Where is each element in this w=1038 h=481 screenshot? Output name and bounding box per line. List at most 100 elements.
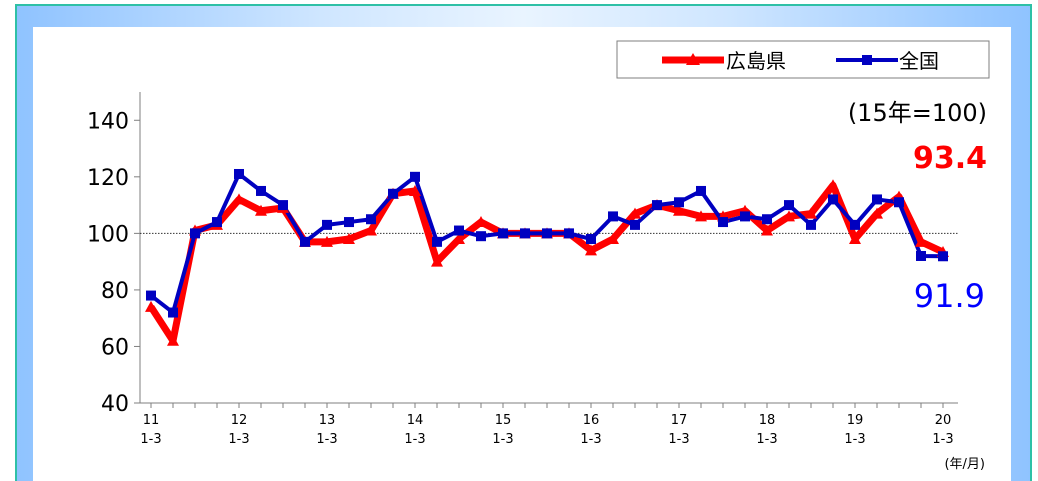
chart-panel — [33, 27, 1011, 481]
data-point-national — [564, 228, 574, 239]
x-tick-label-quarter: 1-3 — [316, 432, 337, 447]
y-tick-label: 60 — [101, 335, 129, 360]
data-point-national — [630, 219, 640, 230]
data-point-hiroshima — [409, 184, 421, 196]
data-point-national — [916, 250, 926, 261]
data-point-hiroshima — [761, 224, 773, 236]
data-point-national — [520, 228, 530, 239]
data-point-hiroshima — [453, 233, 465, 245]
data-point-national — [938, 251, 948, 262]
x-tick-label-year: 20 — [935, 413, 952, 428]
data-point-hiroshima — [343, 233, 355, 245]
x-tick-label-quarter: 1-3 — [404, 432, 425, 447]
y-tick-label: 40 — [101, 392, 129, 417]
data-point-national — [586, 234, 596, 245]
data-point-national — [608, 211, 618, 222]
y-axis: 40 60 80 100 120 140 — [87, 92, 958, 417]
series-lines — [145, 168, 949, 346]
data-point-national — [146, 290, 156, 301]
data-point-hiroshima — [167, 334, 179, 346]
x-tick-label-quarter: 1-3 — [932, 432, 953, 447]
data-point-national — [828, 194, 838, 205]
legend: 広島県 全国 — [616, 40, 990, 79]
y-tick-label: 80 — [101, 279, 129, 304]
data-point-hiroshima — [915, 235, 927, 247]
data-point-hiroshima — [475, 216, 487, 228]
data-point-national — [696, 185, 706, 196]
x-tick-label-year: 12 — [231, 413, 248, 428]
data-point-hiroshima — [321, 235, 333, 247]
data-point-national — [762, 214, 772, 225]
y-tick-label: 100 — [87, 222, 129, 247]
x-tick-label-quarter: 1-3 — [580, 432, 601, 447]
data-point-hiroshima — [607, 233, 619, 245]
x-tick-label-year: 16 — [583, 413, 600, 428]
x-axis: 11 1-3 12 1-3 13 1-3 14 1-3 15 1-3 16 1-3 17 1-3 18 1-3… — [140, 402, 958, 447]
x-tick-label-year: 13 — [319, 413, 336, 428]
x-tick-label-year: 11 — [143, 413, 160, 428]
x-tick-label-quarter: 1-3 — [756, 432, 777, 447]
x-tick-label-quarter: 1-3 — [140, 432, 161, 447]
data-point-national — [366, 214, 376, 225]
data-point-national — [212, 217, 222, 228]
data-point-hiroshima — [849, 233, 861, 245]
data-point-national — [256, 185, 266, 196]
data-point-national — [674, 197, 684, 208]
data-point-hiroshima — [783, 210, 795, 222]
data-point-national — [322, 219, 332, 230]
data-point-hiroshima — [255, 204, 267, 216]
data-point-hiroshima — [585, 244, 597, 256]
data-point-hiroshima — [431, 255, 443, 267]
data-point-national — [410, 171, 420, 182]
x-axis-unit-label: (年/月) — [944, 457, 985, 472]
data-point-hiroshima — [871, 207, 883, 219]
x-tick-label-year: 17 — [671, 413, 688, 428]
legend-hiroshima-marker — [686, 53, 700, 65]
legend-national-marker — [862, 55, 872, 65]
data-point-national — [190, 228, 200, 239]
data-point-hiroshima — [233, 193, 245, 205]
data-point-national — [476, 231, 486, 242]
data-point-hiroshima — [827, 179, 839, 191]
data-point-hiroshima — [629, 207, 641, 219]
data-point-national — [872, 194, 882, 205]
data-point-national — [740, 211, 750, 222]
data-point-hiroshima — [145, 300, 157, 312]
legend-hiroshima-label: 広島県 — [726, 49, 786, 73]
data-point-national — [168, 307, 178, 318]
data-point-national — [498, 228, 508, 239]
x-tick-label-quarter: 1-3 — [228, 432, 249, 447]
x-tick-label-quarter: 1-3 — [492, 432, 513, 447]
data-point-national — [718, 217, 728, 228]
base-note: (15年=100) — [848, 99, 987, 127]
data-point-national — [300, 236, 310, 247]
data-point-hiroshima — [673, 204, 685, 216]
end-label-hiroshima: 93.4 — [913, 141, 987, 176]
y-tick-label: 140 — [87, 109, 129, 134]
data-point-hiroshima — [695, 210, 707, 222]
x-tick-label-year: 19 — [847, 413, 864, 428]
data-point-national — [454, 225, 464, 236]
x-tick-label-year: 18 — [759, 413, 776, 428]
data-point-national — [542, 228, 552, 239]
x-tick-label-year: 14 — [407, 413, 424, 428]
data-point-national — [278, 200, 288, 211]
x-tick-label-quarter: 1-3 — [668, 432, 689, 447]
data-point-national — [784, 200, 794, 211]
data-point-national — [652, 200, 662, 211]
x-tick-label-quarter: 1-3 — [844, 432, 865, 447]
data-point-national — [234, 168, 244, 179]
data-point-hiroshima — [805, 207, 817, 219]
data-point-hiroshima — [365, 224, 377, 236]
end-label-national: 91.9 — [914, 277, 985, 315]
legend-national-label: 全国 — [899, 49, 939, 73]
data-point-national — [806, 219, 816, 230]
data-point-national — [850, 219, 860, 230]
x-tick-label-year: 15 — [495, 413, 512, 428]
data-point-national — [388, 188, 398, 199]
data-point-national — [894, 197, 904, 208]
data-point-national — [344, 217, 354, 228]
data-point-national — [432, 236, 442, 247]
y-tick-label: 120 — [87, 166, 129, 191]
